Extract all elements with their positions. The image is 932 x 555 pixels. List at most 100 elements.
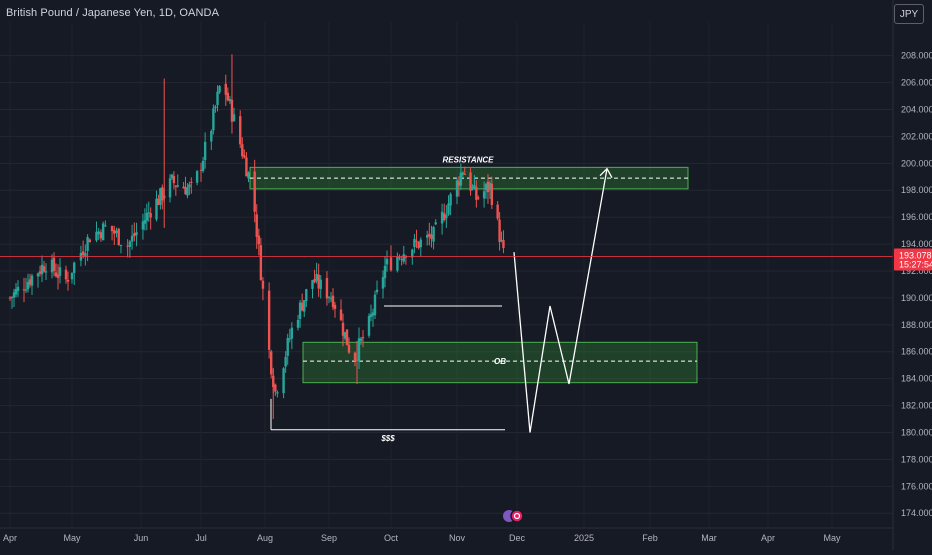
candle-body — [86, 237, 89, 252]
x-tick-label: Oct — [384, 533, 399, 543]
candle-body — [64, 269, 68, 280]
x-tick-label: May — [823, 533, 841, 543]
price-tag-value: 193.078 — [899, 250, 932, 260]
candle-body — [58, 267, 62, 276]
candle-body — [415, 240, 418, 242]
candle-body — [168, 178, 172, 198]
x-tick-label: Apr — [761, 533, 775, 543]
candle-body — [329, 298, 333, 300]
candle-body — [269, 351, 273, 375]
candle-body — [411, 249, 414, 258]
candle-body — [216, 91, 219, 106]
price-tag-countdown: 15:27:54 — [899, 259, 932, 269]
candle-body — [115, 230, 118, 234]
candle-body — [24, 289, 28, 291]
candle-body — [218, 86, 221, 93]
candle-body — [261, 280, 265, 289]
candle-body — [419, 239, 423, 248]
candle-body — [486, 181, 490, 193]
candle-body — [325, 278, 329, 299]
candle-body — [359, 338, 363, 341]
candle-body — [367, 315, 371, 336]
candle-body — [38, 271, 42, 274]
order-block-zone — [302, 341, 698, 384]
candle-body — [212, 108, 215, 131]
y-tick-label: 200.000 — [901, 158, 932, 168]
candle-body — [149, 213, 152, 218]
candle-body — [73, 262, 76, 274]
candle-body — [288, 338, 291, 340]
currency-button[interactable]: JPY — [894, 4, 924, 24]
candle-body — [443, 213, 446, 221]
x-tick-label: Dec — [509, 533, 526, 543]
candle-body — [274, 384, 277, 392]
candle-body — [300, 302, 304, 311]
candle-body — [174, 185, 178, 187]
candle-body — [176, 185, 179, 187]
candle-body — [157, 198, 160, 205]
candle-body — [255, 214, 258, 237]
candle-body — [259, 245, 263, 281]
zones — [249, 166, 698, 384]
candle-body — [228, 99, 232, 102]
candle-body — [10, 297, 14, 299]
y-tick-label: 194.000 — [901, 239, 932, 249]
candle-body — [345, 329, 349, 346]
y-tick-label: 206.000 — [901, 78, 932, 88]
candle-body — [502, 239, 505, 249]
candle-body — [241, 144, 244, 157]
candle-body — [232, 114, 236, 122]
candle-body — [347, 344, 351, 353]
candle-body — [117, 228, 120, 246]
candle-body — [126, 245, 129, 247]
candle-body — [413, 238, 416, 248]
y-tick-label: 196.000 — [901, 212, 932, 222]
x-tick-label: Jul — [195, 533, 207, 543]
candle-body — [135, 232, 138, 236]
x-tick-label: Nov — [449, 533, 466, 543]
liquidity-label: $$$ — [380, 434, 395, 443]
candle-body — [36, 273, 40, 277]
candle-body — [70, 272, 74, 280]
candle-body — [52, 257, 56, 272]
candle-body — [383, 265, 387, 279]
candle-body — [40, 264, 44, 275]
candles — [8, 54, 505, 420]
x-tick-label: Jun — [134, 533, 149, 543]
candle-body — [473, 185, 476, 190]
candle-body — [54, 272, 58, 277]
candle-body — [317, 274, 320, 289]
candle-body — [56, 274, 60, 278]
x-tick-label: Aug — [257, 533, 273, 543]
candle-body — [341, 322, 345, 336]
x-tick-label: Feb — [642, 533, 658, 543]
candle-body — [143, 220, 147, 224]
candle-body — [432, 226, 435, 242]
candle-body — [296, 319, 300, 328]
candle-body — [195, 171, 199, 183]
candle-body — [119, 245, 123, 247]
candle-body — [455, 180, 459, 197]
candle-body — [104, 225, 107, 227]
candle-body — [498, 219, 501, 242]
candle-body — [417, 241, 420, 248]
candle-body — [141, 221, 145, 230]
event-icon — [510, 509, 524, 523]
candle-body — [50, 259, 54, 273]
candle-body — [333, 304, 337, 309]
candle-body — [385, 258, 389, 265]
candle-body — [128, 241, 132, 247]
candle-body — [210, 130, 213, 142]
candle-body — [88, 239, 92, 243]
candle-body — [484, 184, 488, 191]
y-tick-label: 198.000 — [901, 185, 932, 195]
candle-body — [449, 193, 452, 206]
candle-body — [398, 257, 401, 259]
y-tick-label: 190.000 — [901, 293, 932, 303]
y-tick-label: 180.000 — [901, 427, 932, 437]
candle-body — [445, 214, 448, 219]
candle-body — [461, 172, 465, 175]
